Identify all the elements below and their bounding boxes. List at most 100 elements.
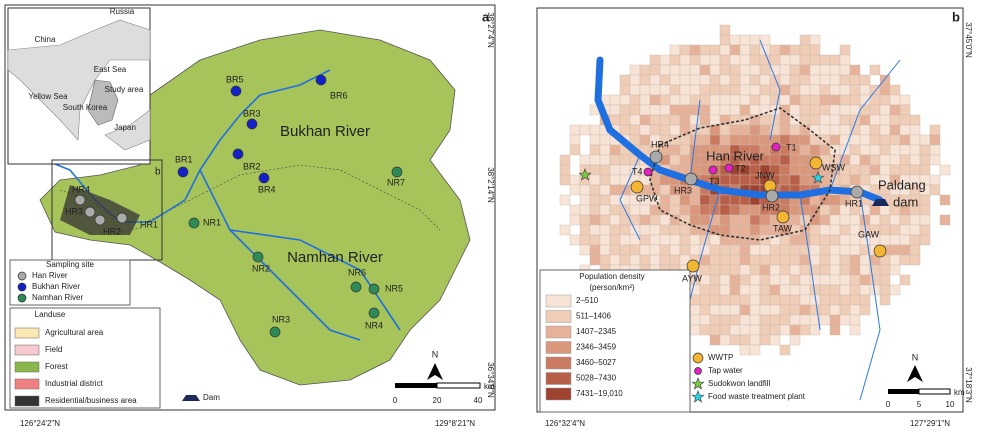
density-cell: [659, 234, 671, 246]
density-cell: [609, 214, 621, 226]
density-cell: [659, 124, 671, 136]
scale-label: 5: [917, 400, 922, 409]
density-cell: [839, 44, 851, 56]
density-cell: [679, 204, 691, 216]
density-cell: [749, 64, 761, 76]
density-cell: [679, 194, 691, 206]
density-cell: [679, 44, 691, 56]
density-cell: [689, 204, 701, 216]
site-marker: [315, 74, 327, 86]
density-cell: [719, 214, 731, 226]
density-cell: [729, 34, 741, 46]
density-cell: [829, 194, 841, 206]
density-cell: [889, 234, 901, 246]
density-cell: [629, 254, 641, 266]
seoul-boundary: [649, 107, 836, 241]
site-label: T1: [786, 142, 797, 152]
density-cell: [889, 224, 901, 236]
site-marker: [17, 293, 27, 303]
coordinate: 38°2'14"N: [486, 167, 495, 203]
density-cell: [799, 314, 811, 326]
density-cell: [909, 144, 921, 156]
density-cell: [909, 124, 921, 136]
density-cell: [639, 214, 651, 226]
density-cell: [729, 324, 741, 336]
scale-label: km: [484, 382, 495, 391]
density-cell: [729, 284, 741, 296]
density-cell: [799, 74, 811, 86]
density-cell: [839, 264, 851, 276]
north-label: N: [432, 349, 439, 359]
site-marker: [708, 165, 718, 175]
density-cell: [889, 84, 901, 96]
density-cell: [759, 264, 771, 276]
facility-marker: [578, 168, 592, 181]
site-label: NR2: [252, 263, 270, 273]
site-label: TAW: [773, 223, 792, 233]
density-cell: [849, 154, 861, 166]
density-cell: [799, 294, 811, 306]
density-cell: [759, 274, 771, 286]
site-label: HR3: [65, 206, 83, 216]
density-cell: [739, 44, 751, 56]
density-cell: [859, 144, 871, 156]
density-cell: [589, 194, 601, 206]
density-cell: [609, 144, 621, 156]
density-cell: [599, 144, 611, 156]
density-cell: [879, 94, 891, 106]
density-cell: [849, 164, 861, 176]
density-cell: [729, 84, 741, 96]
density-cell: [739, 174, 751, 186]
density-cell: [589, 124, 601, 136]
site-marker: [258, 172, 270, 184]
watershed: [39, 29, 471, 386]
density-cell: [689, 244, 701, 256]
inset-korea: [87, 79, 119, 126]
density-cell: [819, 64, 831, 76]
density-cell: [599, 164, 611, 176]
site-marker: [232, 148, 244, 160]
density-cell: [799, 154, 811, 166]
density-cell: [749, 44, 761, 56]
panel-label: b: [952, 9, 960, 24]
density-cell: [779, 294, 791, 306]
density-cell: [789, 254, 801, 266]
density-cell: [779, 324, 791, 336]
density-cell: [809, 94, 821, 106]
density-cell: [699, 314, 711, 326]
density-cell: [759, 94, 771, 106]
legend-label: Forest: [45, 362, 68, 371]
density-cell: [779, 94, 791, 106]
density-cell: [709, 244, 721, 256]
site-label: NR1: [203, 217, 221, 227]
density-cell: [599, 244, 611, 256]
density-cell: [649, 124, 661, 136]
density-cell: [849, 64, 861, 76]
density-cell: [839, 64, 851, 76]
density-cell: [809, 204, 821, 216]
density-cell: [809, 224, 821, 236]
density-cell: [659, 54, 671, 66]
density-cell: [749, 254, 761, 266]
density-cell: [919, 154, 931, 166]
density-cell: [799, 54, 811, 66]
density-cell: [919, 224, 931, 236]
site-label: NR3: [272, 314, 290, 324]
density-cell: [689, 324, 701, 336]
density-cell: [739, 284, 751, 296]
density-cell: [789, 44, 801, 56]
density-cell: [839, 274, 851, 286]
density-cell: [859, 134, 871, 146]
density-cell: [719, 204, 731, 216]
density-cell: [879, 114, 891, 126]
density-cell: [709, 114, 721, 126]
density-cell: [869, 64, 881, 76]
density-cell: [629, 64, 641, 76]
density-cell: [819, 304, 831, 316]
density-cell: [769, 44, 781, 56]
density-cell: [739, 324, 751, 336]
density-cell: [749, 54, 761, 66]
density-cell: [839, 114, 851, 126]
density-cell: [869, 124, 881, 136]
density-cell: [719, 54, 731, 66]
